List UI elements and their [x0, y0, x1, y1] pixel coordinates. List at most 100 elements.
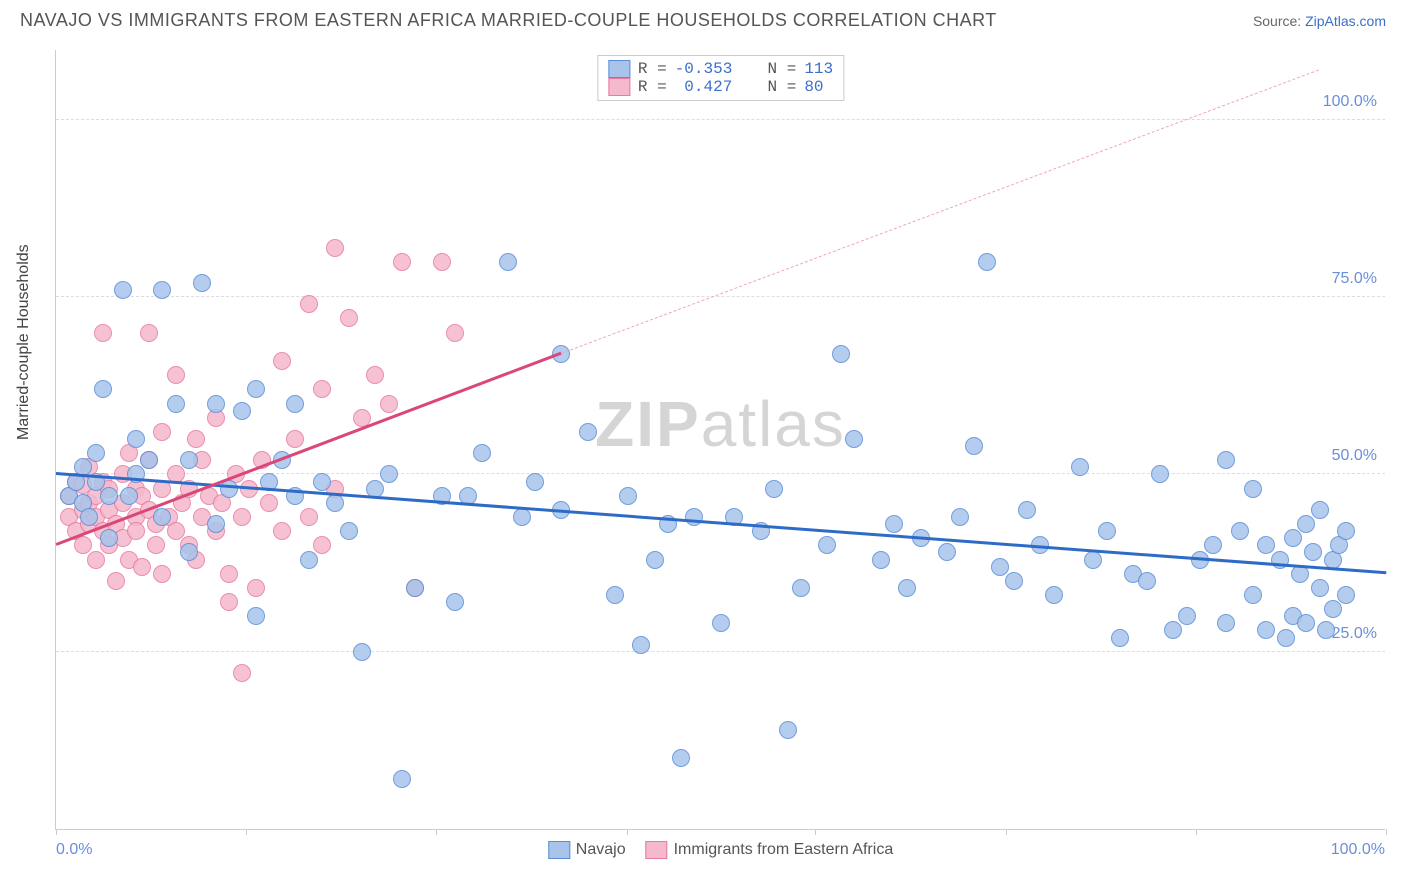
x-tick — [1196, 829, 1197, 835]
scatter-point-navajo — [193, 274, 211, 292]
n-label: N = — [768, 78, 797, 96]
scatter-point-navajo — [579, 423, 597, 441]
scatter-point-navajo — [1324, 600, 1342, 618]
scatter-point-navajo — [326, 494, 344, 512]
scatter-point-navajo — [965, 437, 983, 455]
scatter-point-navajo — [1297, 515, 1315, 533]
y-tick-label: 25.0% — [1332, 625, 1377, 643]
scatter-point-navajo — [313, 473, 331, 491]
scatter-point-immigrants — [233, 664, 251, 682]
x-tick — [436, 829, 437, 835]
scatter-point-navajo — [499, 253, 517, 271]
swatch-navajo — [548, 841, 570, 859]
scatter-point-immigrants — [107, 572, 125, 590]
scatter-point-immigrants — [273, 522, 291, 540]
scatter-point-navajo — [1178, 607, 1196, 625]
r-label: R = — [638, 78, 667, 96]
n-value-immigrants: 80 — [804, 78, 823, 96]
legend-label-immigrants: Immigrants from Eastern Africa — [674, 841, 894, 859]
scatter-point-navajo — [87, 444, 105, 462]
scatter-point-immigrants — [326, 239, 344, 257]
scatter-point-immigrants — [153, 423, 171, 441]
watermark: ZIPatlas — [595, 387, 846, 461]
scatter-point-navajo — [1304, 543, 1322, 561]
scatter-point-immigrants — [433, 253, 451, 271]
x-axis-max-label: 100.0% — [1331, 841, 1385, 859]
scatter-point-navajo — [94, 380, 112, 398]
scatter-point-navajo — [446, 593, 464, 611]
scatter-point-navajo — [885, 515, 903, 533]
scatter-point-navajo — [1018, 501, 1036, 519]
scatter-point-navajo — [233, 402, 251, 420]
scatter-point-navajo — [938, 543, 956, 561]
watermark-rest: atlas — [701, 388, 846, 460]
scatter-point-navajo — [978, 253, 996, 271]
swatch-immigrants — [608, 78, 630, 96]
legend-item-immigrants: Immigrants from Eastern Africa — [646, 841, 894, 859]
scatter-point-immigrants — [74, 536, 92, 554]
scatter-point-immigrants — [167, 522, 185, 540]
scatter-point-navajo — [1217, 614, 1235, 632]
scatter-point-navajo — [153, 508, 171, 526]
y-tick-label: 75.0% — [1332, 270, 1377, 288]
r-label: R = — [638, 60, 667, 78]
scatter-point-navajo — [685, 508, 703, 526]
scatter-point-immigrants — [380, 395, 398, 413]
scatter-point-navajo — [1084, 551, 1102, 569]
swatch-navajo — [608, 60, 630, 78]
scatter-point-navajo — [712, 614, 730, 632]
scatter-point-immigrants — [286, 430, 304, 448]
scatter-point-navajo — [300, 551, 318, 569]
scatter-point-navajo — [606, 586, 624, 604]
scatter-point-navajo — [951, 508, 969, 526]
scatter-point-navajo — [1337, 586, 1355, 604]
scatter-point-immigrants — [220, 593, 238, 611]
scatter-point-navajo — [207, 515, 225, 533]
scatter-point-immigrants — [233, 508, 251, 526]
scatter-point-navajo — [1204, 536, 1222, 554]
scatter-point-navajo — [832, 345, 850, 363]
scatter-point-navajo — [818, 536, 836, 554]
y-axis-label: Married-couple Households — [15, 244, 33, 440]
scatter-point-navajo — [1111, 629, 1129, 647]
scatter-point-navajo — [1297, 614, 1315, 632]
scatter-point-navajo — [792, 579, 810, 597]
scatter-point-navajo — [247, 607, 265, 625]
n-value-navajo: 113 — [804, 60, 833, 78]
scatter-point-immigrants — [393, 253, 411, 271]
scatter-point-navajo — [153, 281, 171, 299]
chart-plot-area: ZIPatlas R = -0.353 N = 113 R = 0.427 N … — [55, 50, 1385, 830]
gridline — [56, 296, 1385, 297]
x-tick — [246, 829, 247, 835]
scatter-point-navajo — [1311, 579, 1329, 597]
scatter-point-immigrants — [340, 309, 358, 327]
x-tick — [1006, 829, 1007, 835]
scatter-point-immigrants — [366, 366, 384, 384]
scatter-point-navajo — [286, 395, 304, 413]
x-tick — [815, 829, 816, 835]
scatter-point-navajo — [1217, 451, 1235, 469]
scatter-point-navajo — [167, 395, 185, 413]
scatter-point-navajo — [140, 451, 158, 469]
scatter-point-navajo — [120, 487, 138, 505]
source-link[interactable]: ZipAtlas.com — [1305, 13, 1386, 29]
scatter-point-navajo — [898, 579, 916, 597]
x-tick — [56, 829, 57, 835]
scatter-point-navajo — [513, 508, 531, 526]
x-axis-min-label: 0.0% — [56, 841, 92, 859]
scatter-point-navajo — [1244, 586, 1262, 604]
scatter-point-navajo — [765, 480, 783, 498]
legend-item-navajo: Navajo — [548, 841, 626, 859]
scatter-point-navajo — [1311, 501, 1329, 519]
scatter-point-navajo — [1337, 522, 1355, 540]
scatter-point-navajo — [1138, 572, 1156, 590]
scatter-point-navajo — [1257, 536, 1275, 554]
scatter-point-immigrants — [313, 536, 331, 554]
scatter-point-navajo — [473, 444, 491, 462]
scatter-point-navajo — [114, 281, 132, 299]
r-value-immigrants: 0.427 — [675, 78, 733, 96]
scatter-point-navajo — [1231, 522, 1249, 540]
gridline — [56, 651, 1385, 652]
scatter-point-navajo — [632, 636, 650, 654]
scatter-point-navajo — [619, 487, 637, 505]
